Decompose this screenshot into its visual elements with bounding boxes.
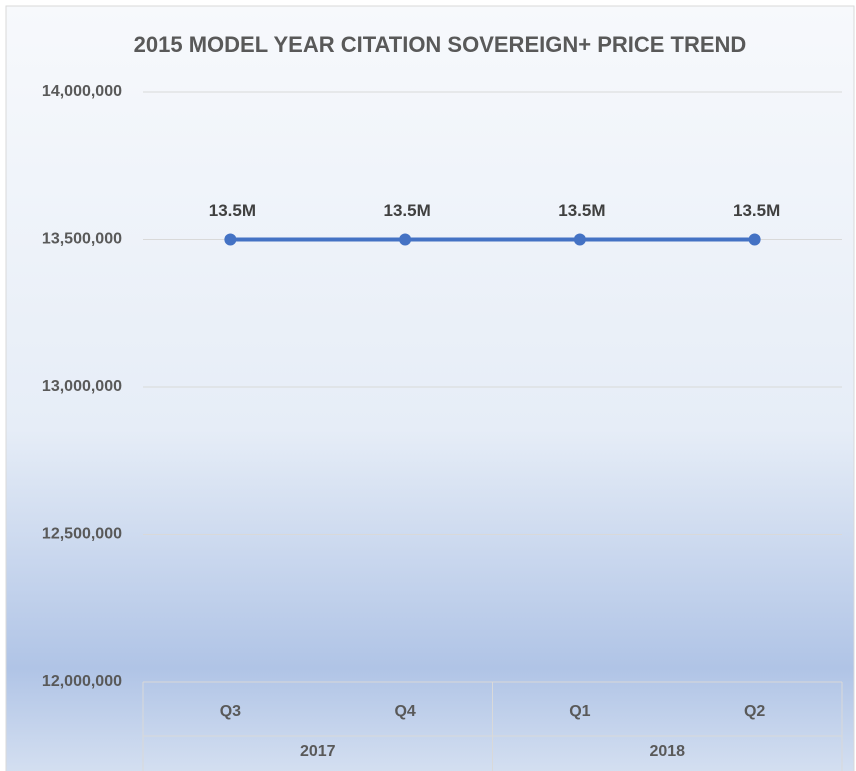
data-label: 13.5M xyxy=(384,201,431,220)
x-tick-label: Q3 xyxy=(220,703,241,720)
point xyxy=(224,233,237,246)
data-label: 13.5M xyxy=(733,201,780,220)
chart-title: 2015 MODEL YEAR CITATION SOVEREIGN+ PRIC… xyxy=(134,32,747,57)
point xyxy=(573,233,586,246)
x-group-label: 2017 xyxy=(300,743,336,760)
data-label: 13.5M xyxy=(558,201,605,220)
data-label: 13.5M xyxy=(209,201,256,220)
y-tick-label: 12,000,000 xyxy=(42,673,122,690)
x-tick-label: Q1 xyxy=(569,703,590,720)
y-tick-label: 14,000,000 xyxy=(42,83,122,100)
chart-background xyxy=(5,5,855,771)
point xyxy=(748,233,761,246)
y-tick-label: 12,500,000 xyxy=(42,526,122,543)
x-group-label: 2018 xyxy=(649,743,685,760)
x-tick-label: Q4 xyxy=(394,703,415,720)
point xyxy=(399,233,412,246)
y-tick-label: 13,500,000 xyxy=(42,231,122,248)
y-tick-label: 13,000,000 xyxy=(42,378,122,395)
x-tick-label: Q2 xyxy=(744,703,765,720)
